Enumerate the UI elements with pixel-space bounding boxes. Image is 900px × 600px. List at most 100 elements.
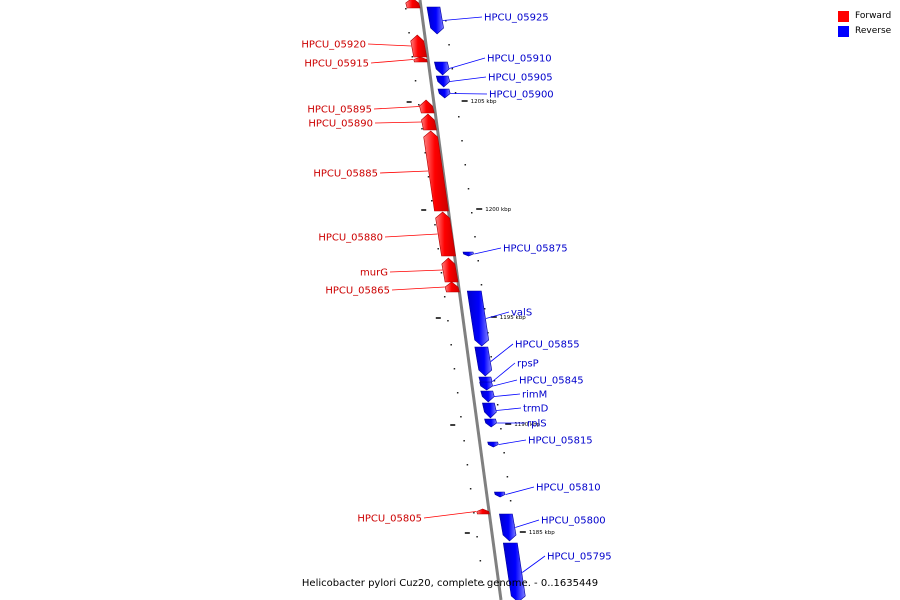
gene-label-hpcu-05855: HPCU_05855 [515,340,580,351]
gene-arrow-rimm [480,390,495,403]
axis-dot [458,116,460,118]
label-leader-line [442,16,483,21]
axis-dot [476,536,478,538]
genome-axis-line [418,0,503,600]
axis-dot [456,392,459,394]
axis-dot [431,200,433,202]
gene-arrow-unnamed [405,0,421,9]
gene-label-murg: murG [360,268,388,279]
gene-arrow-hpcu-05895 [419,99,435,114]
gene-arrow-hpcu-05845 [479,381,493,391]
gene-label-hpcu-05910: HPCU_05910 [487,54,552,65]
axis-dot [443,296,446,298]
axis-dot [454,92,457,94]
label-leader-line [494,393,521,397]
axis-dot [500,428,502,430]
label-leader-line [384,233,438,238]
gene-label-hpcu-05895: HPCU_05895 [307,105,372,116]
label-leader-line [522,555,546,573]
axis-dot [405,8,407,10]
axis-dot [451,68,454,70]
scale-tick-label: 1205 kbp [471,99,497,105]
gene-arrow-hpcu-05885 [423,130,449,212]
axis-dot [467,188,470,190]
axis-dot [479,560,482,562]
gene-arrow-hpcu-05905 [435,75,451,88]
gene-label-hpcu-05845: HPCU_05845 [519,376,584,387]
gene-label-hpcu-05920: HPCU_05920 [301,40,366,51]
label-leader-line [449,57,486,69]
axis-dot [414,80,417,82]
gene-arrow-hpcu-05810 [494,491,506,498]
label-leader-line [492,362,516,382]
gene-label-rimm: rimM [522,390,547,401]
gene-arrow-hpcu-05795 [502,542,526,600]
axis-dot [408,32,410,34]
gene-label-rpsp: rpsP [517,359,539,370]
gene-arrow-vals [466,290,490,347]
axis-dot [437,248,439,250]
gene-label-hpcu-05880: HPCU_05880 [318,233,383,244]
gene-label-hpcu-05810: HPCU_05810 [536,483,601,494]
label-leader-line [379,170,429,174]
gene-label-rpls: rplS [527,419,547,430]
gene-label-hpcu-05890: HPCU_05890 [308,119,373,130]
axis-dot [448,44,450,46]
gene-arrow-hpcu-05865 [444,281,460,293]
gene-arrow-hpcu-05815 [487,441,499,448]
axis-dot [471,212,473,214]
axis-dot [482,584,485,586]
legend-label-forward: Forward [855,11,892,21]
axis-dot [445,20,447,22]
genome-caption: Helicobacter pylori Cuz20, complete geno… [301,578,599,589]
axis-dot [424,152,427,154]
scale-tick-label: 1200 kbp [485,207,511,213]
label-leader-line [505,486,535,495]
label-leader-line [374,121,422,124]
axis-dot [493,380,496,382]
axis-dot [509,500,512,502]
label-leader-line [515,519,540,528]
label-leader-line [490,343,514,362]
label-leader-line [389,269,443,273]
label-leader-line [485,311,510,319]
axis-dot [496,404,499,406]
gene-label-hpcu-05815: HPCU_05815 [528,436,593,447]
label-leader-line [496,407,522,411]
axis-dot [480,284,483,286]
axis-dot [427,176,430,178]
label-leader-line [370,59,414,64]
gene-label-hpcu-05875: HPCU_05875 [503,244,568,255]
axis-dot [460,416,462,418]
gene-label-hpcu-05905: HPCU_05905 [488,73,553,84]
scale-tick-label: 1190 kbp [514,422,540,428]
label-leader-line [373,106,420,110]
gene-label-hpcu-05865: HPCU_05865 [325,286,390,297]
legend: Forward Reverse [838,9,891,39]
axis-dot [469,488,472,490]
axis-dot [450,344,452,346]
label-leader-line [493,379,518,387]
axis-dot [411,56,414,58]
label-leader-line [450,93,488,95]
axis-dot [421,128,423,130]
gene-label-hpcu-05900: HPCU_05900 [489,90,554,101]
legend-item-reverse: Reverse [838,24,891,38]
axis-dot [483,308,486,310]
gene-arrow-hpcu-05915 [413,56,428,63]
axis-dot [440,272,443,274]
gene-arrow-trmd [482,402,497,419]
gene-label-hpcu-05805: HPCU_05805 [357,514,422,525]
label-leader-line [474,247,502,255]
label-leader-line [498,439,527,445]
gene-label-hpcu-05795: HPCU_05795 [547,552,612,563]
label-leader-line [367,43,412,47]
gene-arrow-hpcu-05800 [499,513,517,542]
gene-arrow-hpcu-05875 [462,251,474,257]
axis-dot [466,464,469,466]
forward-swatch-icon [838,10,849,22]
gene-label-hpcu-05925: HPCU_05925 [484,13,549,24]
label-leader-line [423,511,477,519]
gene-label-hpcu-05915: HPCU_05915 [304,59,369,70]
